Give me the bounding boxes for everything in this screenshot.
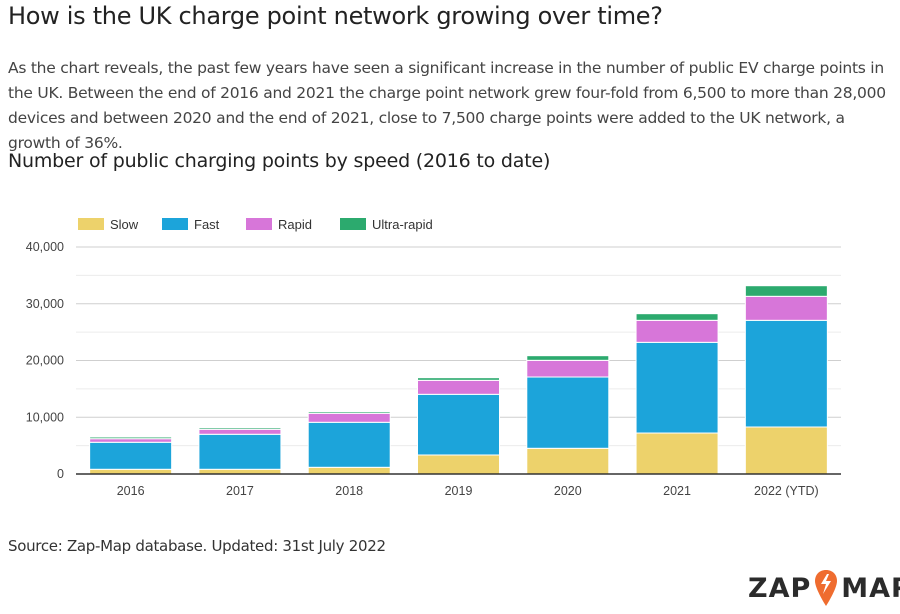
legend-label: Slow bbox=[110, 217, 139, 232]
y-tick-label: 0 bbox=[57, 467, 64, 481]
bar-rapid bbox=[526, 359, 610, 378]
page-heading: How is the UK charge point network growi… bbox=[8, 2, 663, 30]
stacked-bar-chart: 0 10,000 20,000 30,000 40,000 2016 2017 2018 201… bbox=[26, 217, 841, 498]
bar-ultra-rapid bbox=[307, 411, 391, 414]
legend-swatch bbox=[78, 218, 104, 230]
bar-slow bbox=[635, 432, 719, 475]
bar-ultra-rapid bbox=[744, 285, 828, 297]
bar-fast bbox=[744, 319, 828, 428]
y-tick-label: 10,000 bbox=[26, 410, 64, 424]
x-tick-label: 2017 bbox=[226, 484, 254, 498]
logo-text-left: ZAP bbox=[748, 572, 812, 604]
bar-slow bbox=[417, 454, 500, 475]
legend-label: Fast bbox=[194, 217, 220, 232]
legend-swatch bbox=[162, 218, 188, 230]
x-tick-label: 2016 bbox=[117, 484, 145, 498]
bar-slow bbox=[526, 447, 610, 475]
bar-fast bbox=[89, 441, 173, 470]
bar-rapid bbox=[198, 428, 282, 435]
legend-label: Ultra-rapid bbox=[372, 217, 433, 232]
bar-fast bbox=[198, 433, 282, 470]
x-tick-label: 2018 bbox=[335, 484, 363, 498]
intro-paragraph: As the chart reveals, the past few years… bbox=[8, 59, 886, 152]
bar-rapid bbox=[417, 379, 500, 395]
legend-swatch bbox=[340, 218, 366, 230]
bar-ultra-rapid bbox=[526, 355, 610, 361]
bar-slow bbox=[744, 426, 828, 475]
y-tick-label: 20,000 bbox=[26, 354, 64, 368]
chart-heading: Number of public charging points by spee… bbox=[8, 150, 551, 172]
x-tick-label: 2019 bbox=[445, 484, 473, 498]
bar-fast bbox=[307, 421, 391, 468]
y-tick-label: 40,000 bbox=[26, 240, 64, 254]
legend-label: Rapid bbox=[278, 217, 312, 232]
bar-ultra-rapid bbox=[89, 436, 173, 440]
x-tick-label: 2021 bbox=[663, 484, 691, 498]
source-note: Source: Zap-Map database. Updated: 31st … bbox=[8, 537, 386, 555]
bar-fast bbox=[635, 341, 719, 434]
bar-ultra-rapid bbox=[198, 427, 282, 430]
bar-rapid bbox=[744, 295, 828, 321]
lightning-pin-icon bbox=[815, 570, 838, 606]
bar-rapid bbox=[89, 438, 173, 443]
bar-fast bbox=[417, 393, 500, 456]
x-tick-label: 2022 (YTD) bbox=[754, 484, 819, 498]
y-tick-label: 30,000 bbox=[26, 297, 64, 311]
legend-swatch bbox=[246, 218, 272, 230]
bar-rapid bbox=[307, 412, 391, 423]
bar-rapid bbox=[635, 319, 719, 343]
zapmap-logo: ZAP MAP ® bbox=[748, 568, 900, 608]
x-tick-label: 2020 bbox=[554, 484, 582, 498]
logo-text-right: MAP bbox=[841, 572, 900, 604]
bar-slow bbox=[307, 466, 391, 475]
bar-ultra-rapid bbox=[417, 377, 500, 381]
bar-fast bbox=[526, 376, 610, 449]
bar-ultra-rapid bbox=[635, 313, 719, 321]
